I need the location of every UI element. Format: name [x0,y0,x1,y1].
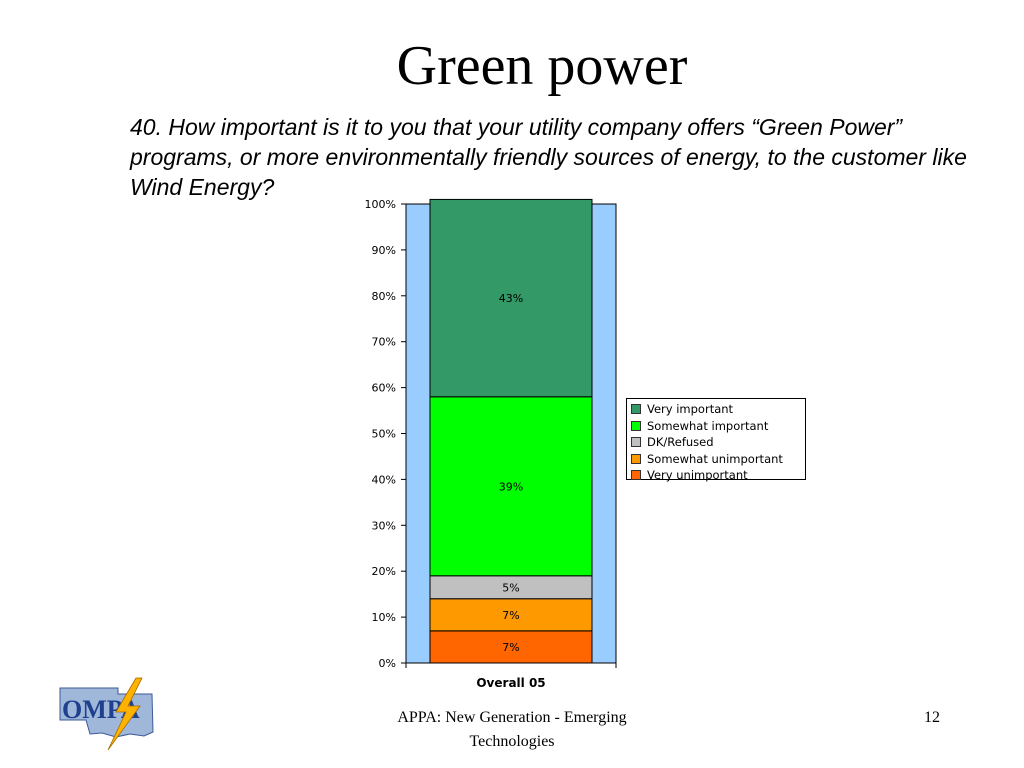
legend-label: Somewhat unimportant [647,451,783,466]
legend-item: DK/Refused [631,434,805,451]
slide-title: Green power [396,35,688,97]
legend-label: DK/Refused [647,435,714,449]
data-label: 39% [499,480,523,493]
x-category-label: Overall 05 [476,676,545,690]
chart-legend: Very important Somewhat important DK/Refus… [626,398,806,482]
bar-segment-very-important [429,198,593,398]
y-tick-label: 10% [372,611,396,624]
y-tick-label: 90% [372,244,396,257]
y-tick-label: 30% [372,519,396,532]
legend-label: Very important [647,402,734,416]
ompa-logo: OMPA [59,677,154,751]
y-tick-label: 0% [379,657,396,670]
y-tick-label: 20% [372,565,396,578]
lightning-bolt-icon [107,677,143,751]
survey-question: 40. How important is it to you that your… [130,114,967,200]
data-label: 43% [499,292,523,305]
legend-item: Very unimportant [631,467,805,484]
y-tick-label: 40% [372,473,396,486]
legend-swatch [631,420,641,431]
page-number: 12 [924,709,940,726]
legend-item: Very important [631,401,805,418]
footer-text: APPA: New Generation - Emerging Technolo… [397,709,627,750]
legend-item: Somewhat unimportant [631,451,805,468]
data-label: 7% [502,609,519,622]
y-tick-label: 70% [372,336,396,349]
bar-segment-somewhat-important [429,396,593,577]
legend-swatch [631,437,641,448]
y-tick-label: 60% [372,382,396,395]
data-label: 5% [502,581,519,594]
y-tick-label: 100% [365,198,396,211]
legend-item: Somewhat important [631,418,805,435]
y-tick-label: 80% [372,290,396,303]
legend-label: Very unimportant [647,468,748,482]
legend-swatch [631,404,641,415]
data-label: 7% [502,641,519,654]
legend-swatch [631,470,641,481]
legend-swatch [631,453,641,464]
legend-label: Somewhat important [647,418,769,433]
y-tick-label: 50% [372,428,396,441]
